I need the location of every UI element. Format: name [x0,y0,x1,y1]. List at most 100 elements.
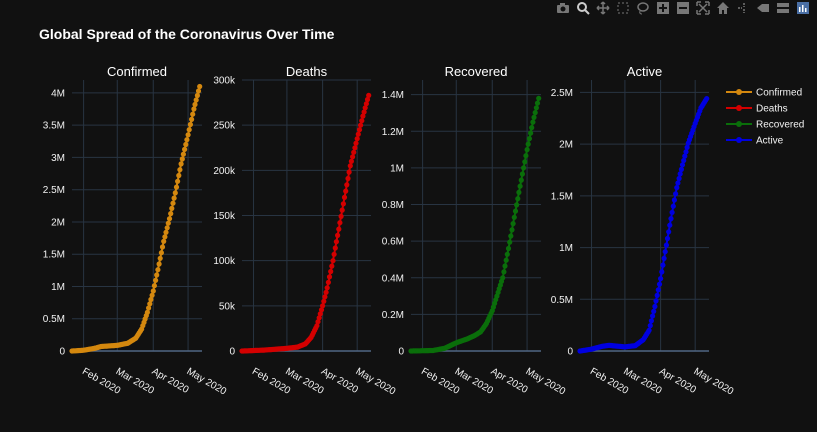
legend-item-active[interactable]: Active [726,136,784,147]
data-point[interactable] [348,158,354,164]
data-point[interactable] [684,144,690,150]
data-point[interactable] [653,298,659,304]
data-point[interactable] [525,141,531,147]
data-point[interactable] [667,222,673,228]
data-point[interactable] [663,242,670,248]
data-point[interactable] [511,214,517,220]
data-point[interactable] [335,232,341,238]
data-point[interactable] [360,113,366,119]
data-point[interactable] [648,318,655,324]
data-point[interactable] [157,255,163,261]
data-point[interactable] [186,127,192,133]
data-point[interactable] [647,323,653,329]
hover-closest-icon[interactable] [755,0,771,16]
data-point[interactable] [331,251,337,257]
reset-axes-icon[interactable] [715,0,731,16]
data-point[interactable] [187,121,193,128]
data-point[interactable] [153,277,159,283]
data-point[interactable] [500,275,506,281]
data-point[interactable] [666,229,672,235]
data-point[interactable] [162,234,168,240]
data-point[interactable] [517,183,523,189]
data-point[interactable] [509,227,515,233]
data-point[interactable] [347,163,353,169]
data-point[interactable] [192,101,198,108]
data-point[interactable] [646,327,652,333]
data-point[interactable] [166,216,173,222]
data-point[interactable] [323,289,329,295]
data-point[interactable] [518,177,524,183]
data-point[interactable] [337,220,343,226]
data-point[interactable] [332,245,338,251]
data-point[interactable] [501,269,507,275]
data-point[interactable] [510,221,516,227]
data-point[interactable] [197,83,203,90]
data-point[interactable] [182,146,188,152]
zoom-out-icon[interactable] [675,0,691,16]
data-point[interactable] [652,303,658,310]
data-point[interactable] [346,169,352,175]
data-point[interactable] [169,205,175,211]
data-point[interactable] [507,239,513,245]
data-point[interactable] [330,258,336,264]
data-point[interactable] [362,105,368,111]
data-point[interactable] [191,106,197,112]
data-point[interactable] [158,250,164,256]
data-point[interactable] [173,184,180,190]
spike-lines-icon[interactable] [735,0,751,16]
data-point[interactable] [341,194,348,200]
data-point[interactable] [682,153,688,159]
data-point[interactable] [183,141,189,148]
legend-item-deaths[interactable]: Deaths [726,104,788,115]
hover-compare-icon[interactable] [775,0,791,16]
data-point[interactable] [675,180,681,186]
data-point[interactable] [172,190,178,196]
data-point[interactable] [669,209,675,215]
data-point[interactable] [325,279,331,285]
data-point[interactable] [519,171,526,177]
data-point[interactable] [503,257,509,263]
data-point[interactable] [324,285,330,291]
box-select-icon[interactable] [615,0,631,16]
data-point[interactable] [154,272,160,278]
data-point[interactable] [364,96,371,103]
data-point[interactable] [523,153,529,159]
data-point[interactable] [512,208,519,214]
data-point[interactable] [328,268,334,275]
data-point[interactable] [175,178,181,184]
data-point[interactable] [190,111,196,117]
plotly-logo-icon[interactable] [795,0,811,16]
data-point[interactable] [320,303,326,309]
data-point[interactable] [179,156,185,162]
data-point[interactable] [193,97,199,103]
legend-item-confirmed[interactable]: Confirmed [726,88,802,99]
data-point[interactable] [147,301,153,307]
data-point[interactable] [321,298,327,304]
data-point[interactable] [651,308,657,314]
data-point[interactable] [673,191,679,197]
data-point[interactable] [524,147,530,153]
data-point[interactable] [656,281,663,287]
data-point[interactable] [184,137,190,143]
data-point[interactable] [194,92,200,99]
data-point[interactable] [148,296,154,303]
data-point[interactable] [671,197,678,203]
data-point[interactable] [318,307,325,313]
data-point[interactable] [674,185,680,191]
data-point[interactable] [358,122,364,128]
data-point[interactable] [189,116,195,122]
data-point[interactable] [159,244,166,250]
data-point[interactable] [344,182,350,188]
data-point[interactable] [678,166,685,172]
data-point[interactable] [528,130,534,136]
data-point[interactable] [151,283,157,289]
data-point[interactable] [144,309,150,315]
data-point[interactable] [339,207,345,213]
data-point[interactable] [149,292,155,298]
data-point[interactable] [683,149,689,155]
data-point[interactable] [514,202,520,208]
data-point[interactable] [340,201,346,207]
data-point[interactable] [156,261,162,267]
data-point[interactable] [677,171,683,177]
data-point[interactable] [522,159,528,165]
